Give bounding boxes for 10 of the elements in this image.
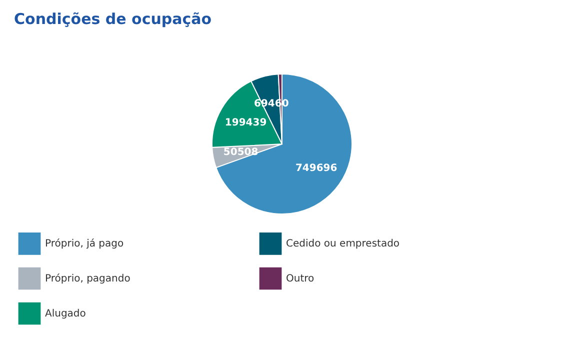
legend-label: Alugado bbox=[45, 308, 86, 320]
pie-slice bbox=[216, 74, 352, 214]
data-label: 749696 bbox=[295, 163, 338, 174]
legend-label: Próprio, pagando bbox=[45, 274, 130, 284]
data-label: 50508 bbox=[223, 147, 258, 158]
chart-title: Condições de ocupação bbox=[14, 10, 212, 28]
legend-label: Outro bbox=[286, 274, 314, 284]
legend-label: Próprio, já pago bbox=[45, 238, 124, 250]
legend-label: Cedido ou emprestado bbox=[286, 238, 400, 250]
data-label: 199439 bbox=[224, 118, 267, 129]
